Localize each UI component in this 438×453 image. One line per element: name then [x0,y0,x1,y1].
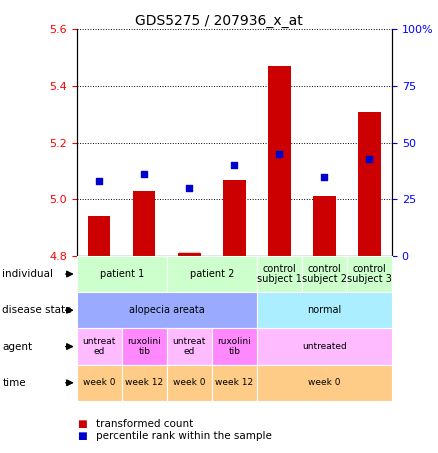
Point [276,150,283,158]
Bar [133,191,155,256]
Text: ruxolini
tib: ruxolini tib [127,337,161,356]
Bar [88,216,110,256]
Point [141,171,148,178]
Bar [268,66,291,256]
Text: untreat
ed: untreat ed [173,337,206,356]
Text: control
subject 1: control subject 1 [257,264,302,284]
Text: untreat
ed: untreat ed [82,337,116,356]
Text: week 0: week 0 [83,378,116,387]
Text: disease state: disease state [2,305,72,315]
Text: untreated: untreated [302,342,347,351]
Text: week 0: week 0 [173,378,205,387]
Point [366,155,373,162]
Text: percentile rank within the sample: percentile rank within the sample [96,431,272,441]
Point [321,173,328,180]
Text: patient 1: patient 1 [99,269,144,279]
Text: agent: agent [2,342,32,352]
Text: ■: ■ [77,431,86,441]
Bar [223,179,246,256]
Text: week 0: week 0 [308,378,341,387]
Text: control
subject 3: control subject 3 [347,264,392,284]
Text: transformed count: transformed count [96,419,194,429]
Bar [178,253,201,256]
Text: patient 2: patient 2 [190,269,234,279]
Text: week 12: week 12 [215,378,254,387]
Point [186,184,193,192]
Text: individual: individual [2,269,53,279]
Text: time: time [2,378,26,388]
Bar [358,111,381,256]
Bar [313,197,336,256]
Text: week 12: week 12 [125,378,163,387]
Text: alopecia areata: alopecia areata [129,305,205,315]
Point [231,162,238,169]
Point [95,178,102,185]
Text: ruxolini
tib: ruxolini tib [217,337,251,356]
Text: GDS5275 / 207936_x_at: GDS5275 / 207936_x_at [135,14,303,28]
Text: normal: normal [307,305,342,315]
Text: control
subject 2: control subject 2 [302,264,347,284]
Text: ■: ■ [77,419,86,429]
